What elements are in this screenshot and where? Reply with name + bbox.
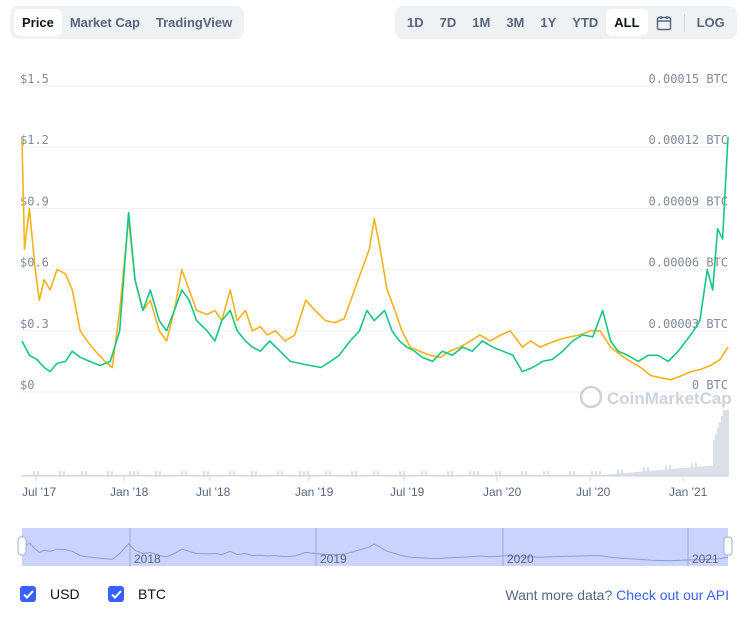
navigator-year-label: 2020 xyxy=(507,552,534,566)
chart-type-tabs: Price Market Cap TradingView xyxy=(10,6,245,39)
api-promo: Want more data? Check out our API xyxy=(505,587,729,603)
coinmarketcap-watermark: CoinMarketCap xyxy=(579,385,732,409)
y-left-tick-label: $0 xyxy=(20,378,34,392)
volume-bars xyxy=(21,410,729,476)
check-icon xyxy=(110,589,122,599)
x-tick-label: Jan '21 xyxy=(669,485,708,499)
tab-price[interactable]: Price xyxy=(14,9,62,36)
watermark-text: CoinMarketCap xyxy=(607,389,732,408)
navigator-handle-right[interactable] xyxy=(723,536,733,556)
range-1m-button[interactable]: 1M xyxy=(472,15,491,30)
api-link[interactable]: Check out our API xyxy=(616,587,729,603)
navigator-year-label: 2021 xyxy=(692,552,719,566)
range-ytd-button[interactable]: YTD xyxy=(572,15,599,30)
btc-checkbox[interactable] xyxy=(108,586,124,602)
y-right-tick-label: 0.00015 BTC xyxy=(649,72,728,86)
range-1d-button[interactable]: 1D xyxy=(407,15,424,30)
legend-usd-label: USD xyxy=(50,586,80,602)
y-left-tick-label: $0.3 xyxy=(20,317,49,331)
y-left-tick-label: $1.2 xyxy=(20,133,49,147)
legend-btc-label: BTC xyxy=(138,586,166,602)
y-left-tick-label: $1.5 xyxy=(20,72,49,86)
range-1y-button[interactable]: 1Y xyxy=(540,15,557,30)
y-right-tick-label: 0 BTC xyxy=(692,378,728,392)
navigator-year-label: 2018 xyxy=(134,552,161,566)
range-7d-button[interactable]: 7D xyxy=(439,15,457,30)
x-tick-label: Jan '18 xyxy=(110,485,149,499)
toolbar-divider xyxy=(683,13,685,32)
y-right-tick-label: 0.00006 BTC xyxy=(649,256,728,270)
x-tick-label: Jul '17 xyxy=(22,485,57,499)
calendar-icon xyxy=(656,15,671,30)
navigator-year-label: 2019 xyxy=(320,552,347,566)
y-right-tick-label: 0.00012 BTC xyxy=(649,133,728,147)
tab-trading-view[interactable]: TradingView xyxy=(155,15,233,30)
range-selector: 1D 7D 1M 3M 1Y YTD ALL LOG xyxy=(395,6,737,39)
range-3m-button[interactable]: 3M xyxy=(506,15,525,30)
y-right-tick-label: 0.00009 BTC xyxy=(649,194,728,208)
tab-market-cap[interactable]: Market Cap xyxy=(69,15,140,30)
log-scale-toggle[interactable]: LOG xyxy=(696,15,725,30)
y-left-tick-label: $0.9 xyxy=(20,194,49,208)
series-line-usd xyxy=(21,138,729,381)
x-tick-label: Jul '20 xyxy=(576,485,611,499)
x-tick-label: Jan '20 xyxy=(483,485,522,499)
y-right-tick-label: 0.00003 BTC xyxy=(649,317,728,331)
calendar-button[interactable] xyxy=(648,9,680,36)
navigator-line xyxy=(21,535,729,562)
range-all-button[interactable]: ALL xyxy=(606,9,648,36)
legend-usd[interactable]: USD xyxy=(20,586,80,602)
range-navigator-window[interactable] xyxy=(22,528,728,566)
usd-checkbox[interactable] xyxy=(20,586,36,602)
coinmarketcap-logo-icon xyxy=(579,385,603,409)
navigator-handle-left[interactable] xyxy=(17,536,27,556)
x-tick-label: Jul '18 xyxy=(196,485,231,499)
api-promo-text: Want more data? xyxy=(505,587,613,603)
legend-btc[interactable]: BTC xyxy=(108,586,166,602)
check-icon xyxy=(22,589,34,599)
series-line-btc xyxy=(21,136,729,373)
x-tick-label: Jan '19 xyxy=(295,485,334,499)
x-tick-label: Jul '19 xyxy=(390,485,425,499)
